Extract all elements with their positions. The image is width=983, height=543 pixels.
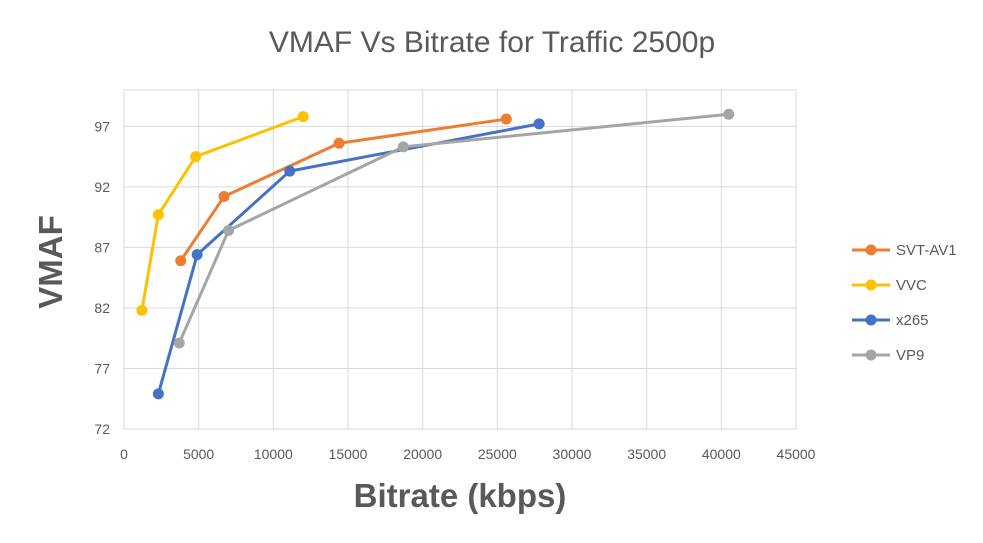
x-tick-label: 20000: [403, 446, 442, 462]
legend-item-vp9: VP9: [852, 347, 924, 364]
data-point-vp9: [397, 141, 409, 153]
series-svt-av1: [175, 113, 512, 267]
series-x265: [152, 118, 545, 400]
series-group: [136, 108, 735, 400]
legend-label: x265: [896, 312, 929, 329]
chart-title: VMAF Vs Bitrate for Traffic 2500p: [269, 26, 715, 59]
data-point-x265: [152, 388, 164, 400]
legend-label: SVT-AV1: [896, 242, 957, 259]
x-tick-label: 30000: [553, 446, 592, 462]
legend-item-x265: x265: [852, 312, 929, 329]
data-point-vvc: [297, 111, 309, 123]
series-line-vp9: [177, 112, 729, 344]
legend-swatch-marker: [865, 244, 877, 256]
data-point-x265: [284, 165, 296, 177]
series-vp9: [173, 108, 735, 349]
legend-swatch-marker: [865, 349, 877, 361]
y-tick-label: 77: [94, 360, 110, 376]
y-axis-title: VMAF: [32, 215, 69, 309]
legend-swatch-marker: [865, 279, 877, 291]
data-point-vp9: [223, 224, 235, 236]
data-point-vp9: [723, 108, 735, 120]
series-line-x265: [156, 122, 540, 395]
x-tick-label: 10000: [254, 446, 293, 462]
legend-label: VP9: [896, 347, 924, 364]
data-point-vp9: [173, 337, 185, 349]
x-tick-label: 25000: [478, 446, 517, 462]
x-axis-ticks: 0 5000 10000 15000 20000 25000 30000 35000 40000…: [120, 446, 816, 462]
data-point-x265: [191, 249, 203, 261]
x-tick-label: 0: [120, 446, 128, 462]
y-tick-label: 97: [94, 118, 110, 134]
data-point-vvc: [136, 304, 148, 316]
x-tick-label: 45000: [777, 446, 816, 462]
legend: SVT-AV1 VVC x265 VP9: [852, 242, 957, 364]
y-axis-ticks: 72 77 82 87 92 97: [94, 118, 110, 437]
x-axis-title: Bitrate (kbps): [354, 477, 567, 514]
data-point-svt-av1: [500, 113, 512, 125]
grid: [123, 89, 797, 430]
legend-swatch-marker: [865, 314, 877, 326]
x-tick-label: 5000: [183, 446, 214, 462]
legend-item-svt-av1: SVT-AV1: [852, 242, 957, 259]
legend-label: VVC: [896, 277, 927, 294]
series-line-svt-av1: [179, 117, 507, 262]
legend-item-vvc: VVC: [852, 277, 927, 294]
data-point-vvc: [190, 151, 202, 163]
x-tick-label: 40000: [702, 446, 741, 462]
data-point-svt-av1: [333, 137, 345, 149]
y-tick-label: 87: [94, 239, 110, 255]
x-tick-label: 35000: [627, 446, 666, 462]
y-tick-label: 82: [94, 300, 110, 316]
y-tick-label: 92: [94, 179, 110, 195]
data-point-x265: [533, 118, 545, 130]
x-tick-label: 15000: [329, 446, 368, 462]
data-point-vvc: [152, 209, 164, 221]
series-line-vvc: [140, 115, 304, 311]
data-point-svt-av1: [218, 191, 230, 203]
series-vvc: [136, 111, 309, 316]
data-point-svt-av1: [175, 255, 187, 267]
y-tick-label: 72: [94, 421, 110, 437]
